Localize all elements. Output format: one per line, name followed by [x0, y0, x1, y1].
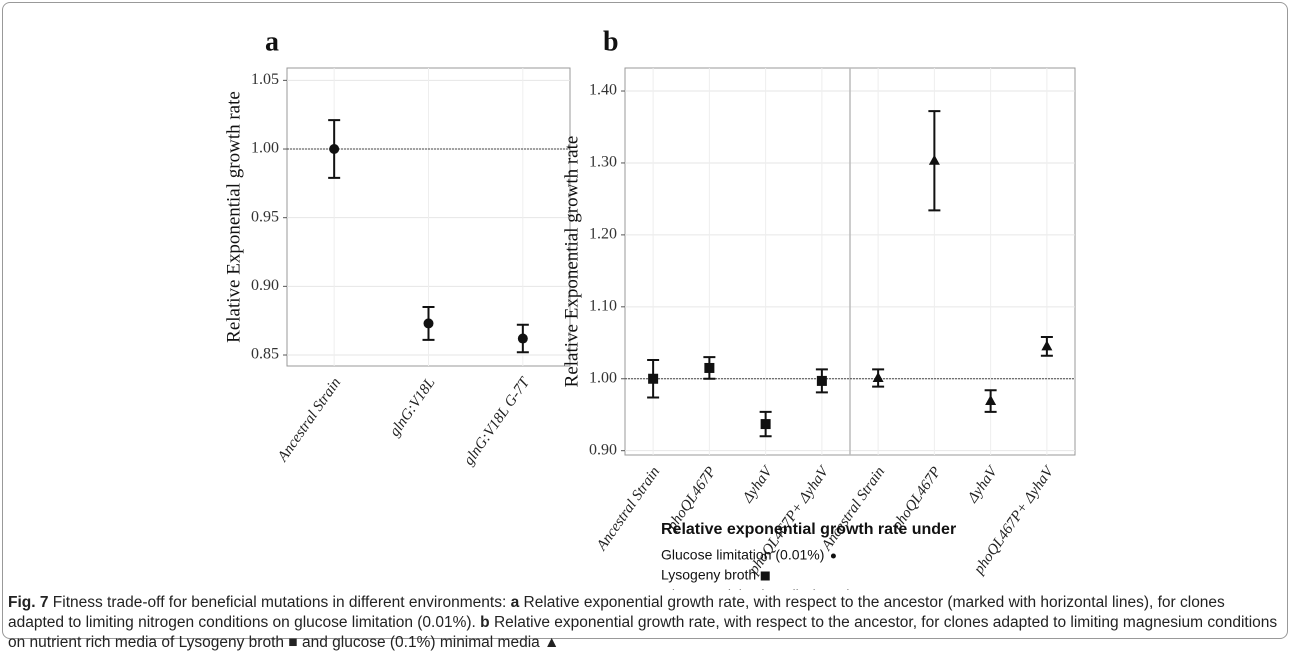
- y-tick-label: 1.30: [589, 154, 617, 171]
- x-tick-label: ΔyhaV: [964, 463, 1001, 507]
- marker: [760, 571, 770, 581]
- legend-label: Lysogeny broth: [661, 567, 756, 583]
- legend-label: Glucose minimal media (0.1%): [661, 587, 852, 590]
- x-tick-label: ΔyhaV: [739, 463, 776, 507]
- panel-label: a: [265, 26, 279, 57]
- y-tick-label: 0.95: [251, 208, 279, 225]
- y-tick-label: 0.85: [251, 346, 279, 363]
- marker: [816, 375, 827, 386]
- marker: [1041, 340, 1053, 351]
- legend-label: Glucose limitation (0.01%): [661, 547, 824, 563]
- x-tick-label: glnG:V18L: [387, 375, 439, 439]
- marker: [704, 362, 715, 373]
- marker: [872, 372, 884, 383]
- marker: [760, 419, 771, 430]
- marker: [423, 318, 434, 329]
- legend-title: Relative exponential growth rate under: [661, 521, 956, 538]
- figure: 0.85 0.90 0.95 1.00 1.05 Ancestral Strain glnG…: [223, 26, 1076, 590]
- panel-label: b: [603, 26, 619, 57]
- marker: [928, 154, 940, 165]
- y-axis-title: Relative Exponential growth rate: [561, 136, 582, 388]
- marker: [648, 373, 659, 384]
- frame: [2, 2, 1288, 639]
- y-tick-label: 0.90: [251, 277, 279, 294]
- marker: [985, 395, 997, 406]
- marker: [329, 144, 340, 155]
- y-tick-label: 1.00: [589, 369, 617, 386]
- y-tick-label: 0.90: [589, 441, 617, 458]
- marker: [517, 333, 528, 344]
- y-tick-label: 1.10: [589, 297, 617, 314]
- marker: [830, 553, 836, 559]
- x-tick-label: Ancestral Strain: [593, 464, 663, 554]
- caption-key: a: [510, 594, 520, 611]
- y-tick-label: 1.40: [589, 82, 617, 99]
- caption-text: Relative exponential growth rate, with r…: [8, 594, 1225, 631]
- y-tick-label: 1.00: [251, 140, 279, 157]
- x-tick-label: Ancestral Strain: [274, 375, 344, 465]
- caption: Fig. 7 Fitness trade-off for beneficial …: [8, 593, 1278, 653]
- y-axis-title: Relative Exponential growth rate: [223, 91, 244, 343]
- caption-intro: Fitness trade-off for beneficial mutatio…: [52, 594, 507, 611]
- x-tick-label: glnG:V18L G-7T: [461, 374, 534, 469]
- y-tick-label: 1.20: [589, 226, 617, 243]
- caption-key: b: [480, 614, 490, 631]
- y-tick-label: 1.05: [251, 71, 279, 88]
- caption-label: Fig. 7: [8, 594, 49, 611]
